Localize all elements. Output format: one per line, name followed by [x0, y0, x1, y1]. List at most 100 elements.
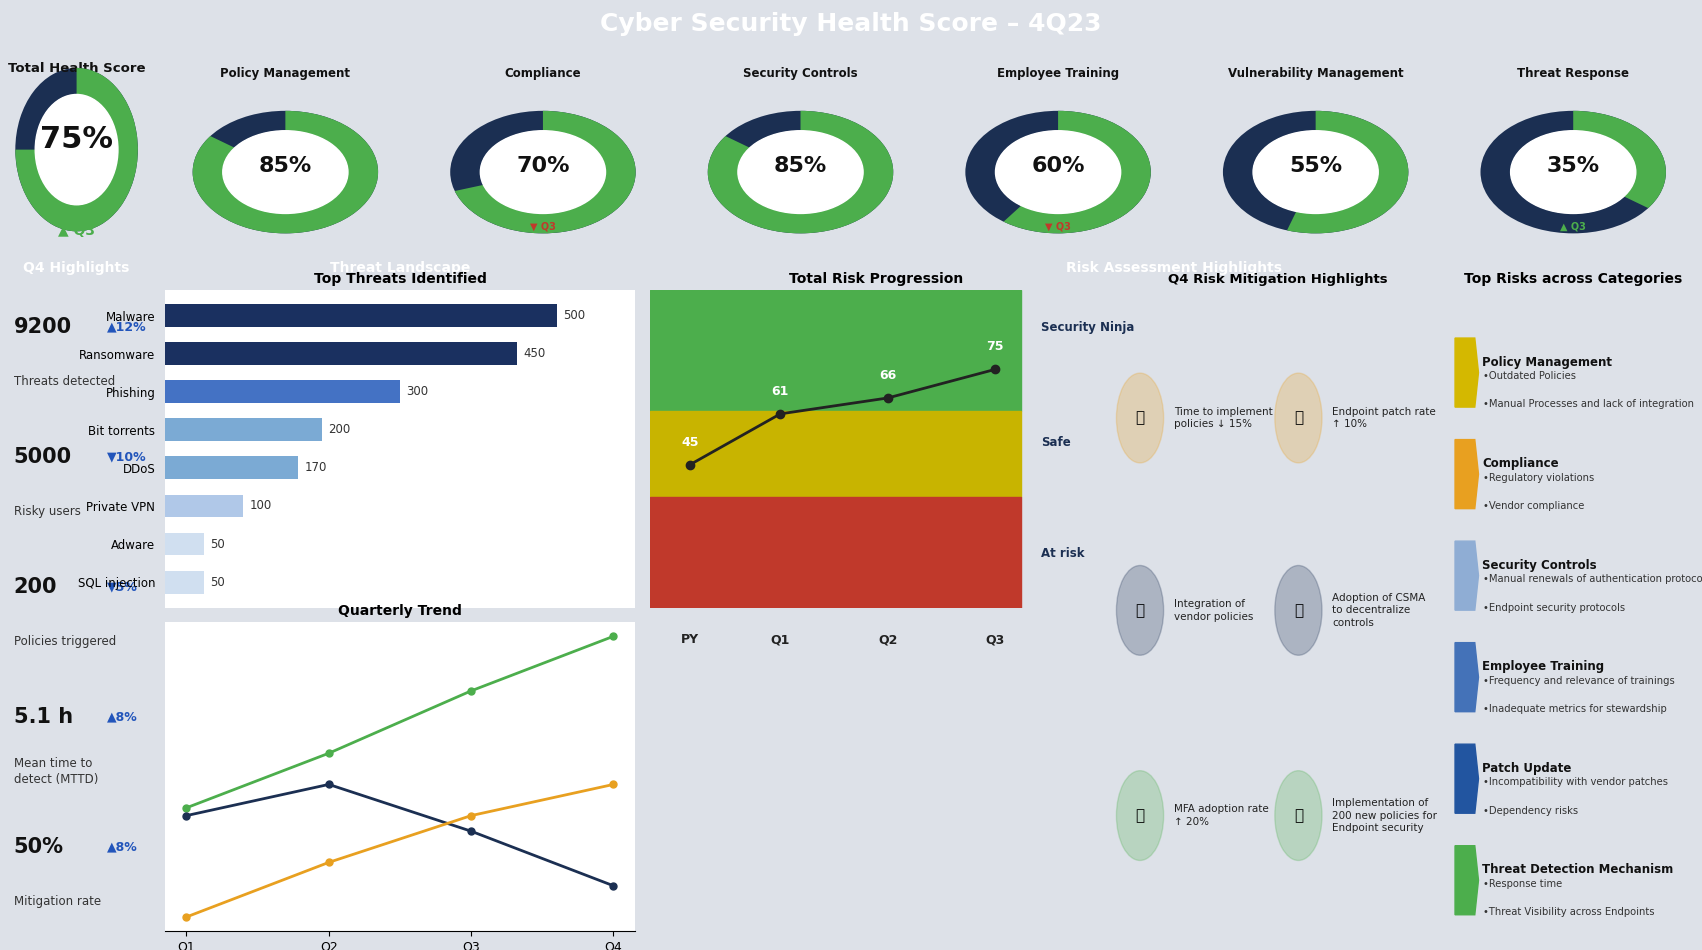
Text: Vulnerability Management: Vulnerability Management	[1227, 66, 1404, 80]
Polygon shape	[1455, 846, 1479, 915]
Text: Time to implement
policies ↓ 15%: Time to implement policies ↓ 15%	[1174, 407, 1273, 429]
Text: 🛡: 🛡	[1294, 410, 1304, 426]
Text: •Response time: •Response time	[1484, 879, 1562, 888]
Phishing	[177, 911, 197, 922]
Bar	[165, 457, 298, 480]
Text: 60%: 60%	[1031, 156, 1084, 176]
Text: ▲ Q3: ▲ Q3	[58, 224, 95, 238]
Text: ▼10%: ▼10%	[107, 450, 146, 464]
Text: Total Health Score: Total Health Score	[9, 62, 145, 75]
Title: Total Risk Progression: Total Risk Progression	[790, 272, 963, 286]
Text: Policies triggered: Policies triggered	[14, 635, 116, 648]
Text: Safe: Safe	[1040, 436, 1071, 449]
Text: ▼ Q3: ▼ Q3	[1045, 222, 1071, 232]
Text: At risk: At risk	[1040, 547, 1084, 560]
Circle shape	[1117, 373, 1164, 463]
Text: ▲ Q3: ▲ Q3	[272, 222, 298, 232]
Bar	[165, 571, 204, 594]
Text: ▲ Q3: ▲ Q3	[1302, 222, 1329, 232]
Text: 85%: 85%	[259, 156, 311, 176]
Circle shape	[739, 131, 863, 214]
Circle shape	[1275, 565, 1322, 656]
Text: •Dependency risks: •Dependency risks	[1484, 806, 1578, 816]
Text: 200: 200	[328, 424, 351, 436]
Text: 200: 200	[14, 578, 58, 598]
Ransomware	[318, 779, 339, 790]
Title: Quarterly Trend: Quarterly Trend	[339, 604, 461, 618]
Wedge shape	[451, 111, 635, 234]
Text: 45: 45	[681, 436, 698, 449]
Text: 170: 170	[305, 462, 327, 474]
Text: 🔒: 🔒	[1135, 808, 1145, 823]
Text: Employee Training: Employee Training	[997, 66, 1120, 80]
Text: Policy Management: Policy Management	[1482, 355, 1612, 369]
Text: Q3: Q3	[985, 634, 1004, 646]
Malware	[603, 631, 623, 642]
Text: •Manual Processes and lack of integration: •Manual Processes and lack of integratio…	[1484, 399, 1695, 409]
Text: 50%: 50%	[14, 837, 63, 857]
Text: 🔗: 🔗	[1294, 603, 1304, 618]
Text: Q1: Q1	[771, 634, 790, 646]
Text: Threat Detection Mechanism: Threat Detection Mechanism	[1482, 864, 1673, 877]
Malware	[318, 748, 339, 759]
Text: 5.1 h: 5.1 h	[14, 707, 73, 727]
Text: Policy Management: Policy Management	[220, 66, 351, 80]
Polygon shape	[1455, 338, 1479, 408]
Text: Mean time to
detect (MTTD): Mean time to detect (MTTD)	[14, 757, 99, 786]
Polygon shape	[1455, 542, 1479, 610]
Wedge shape	[965, 111, 1151, 234]
Ransomware	[603, 880, 623, 891]
Wedge shape	[15, 68, 138, 231]
Text: Threat Landscape: Threat Landscape	[330, 261, 470, 275]
Wedge shape	[1004, 111, 1151, 234]
Bar	[165, 533, 204, 556]
Malware	[177, 802, 197, 813]
Text: Risky users: Risky users	[14, 505, 80, 518]
Phishing	[603, 779, 623, 790]
Circle shape	[1117, 565, 1164, 656]
Wedge shape	[708, 111, 894, 234]
Text: Risk Assessment Highlights: Risk Assessment Highlights	[1067, 261, 1282, 275]
Bar	[650, 410, 1021, 497]
Text: 📋: 📋	[1294, 808, 1304, 823]
Text: ▲ Q3: ▲ Q3	[788, 222, 814, 232]
Text: Compliance: Compliance	[504, 66, 582, 80]
Text: Compliance: Compliance	[1482, 457, 1559, 470]
Text: Patch Update: Patch Update	[1482, 762, 1571, 775]
Text: Adoption of CSMA
to decentralize
controls: Adoption of CSMA to decentralize control…	[1333, 593, 1426, 628]
Wedge shape	[1224, 111, 1408, 234]
Bar	[165, 380, 400, 403]
Text: Endpoint patch rate
↑ 10%: Endpoint patch rate ↑ 10%	[1333, 407, 1436, 429]
Circle shape	[1253, 131, 1379, 214]
Wedge shape	[708, 111, 894, 234]
Line: Ransomware: Ransomware	[184, 781, 616, 889]
Text: ▼5%: ▼5%	[107, 580, 138, 594]
Malware	[461, 685, 482, 696]
Text: •Regulatory violations: •Regulatory violations	[1484, 472, 1595, 483]
Text: 🤝: 🤝	[1135, 603, 1145, 618]
Text: ▲ Q3: ▲ Q3	[1561, 222, 1586, 232]
Bar	[165, 304, 557, 327]
Text: •Outdated Policies: •Outdated Policies	[1484, 371, 1576, 381]
Text: ▲12%: ▲12%	[107, 321, 146, 333]
Wedge shape	[1287, 111, 1408, 234]
Text: •Frequency and relevance of trainings: •Frequency and relevance of trainings	[1484, 675, 1675, 686]
Text: Employee Training: Employee Training	[1482, 660, 1605, 674]
Title: Top Risks across Categories: Top Risks across Categories	[1464, 272, 1683, 286]
Text: 75%: 75%	[41, 124, 112, 154]
Polygon shape	[1455, 642, 1479, 712]
Text: 61: 61	[771, 385, 790, 398]
Text: ⏱: ⏱	[1135, 410, 1145, 426]
Text: Threats detected: Threats detected	[14, 375, 116, 388]
Text: Mitigation rate: Mitigation rate	[14, 895, 100, 908]
Text: Integration of
vendor policies: Integration of vendor policies	[1174, 599, 1253, 621]
Polygon shape	[1455, 440, 1479, 508]
Text: MFA adoption rate
↑ 20%: MFA adoption rate ↑ 20%	[1174, 805, 1268, 826]
Text: 35%: 35%	[1547, 156, 1600, 176]
Wedge shape	[192, 111, 378, 234]
Text: 75: 75	[987, 340, 1004, 353]
Ransomware	[461, 826, 482, 837]
Text: •Inadequate metrics for stewardship: •Inadequate metrics for stewardship	[1484, 704, 1668, 714]
Circle shape	[480, 131, 606, 214]
Text: Implementation of
200 new policies for
Endpoint security: Implementation of 200 new policies for E…	[1333, 798, 1436, 833]
